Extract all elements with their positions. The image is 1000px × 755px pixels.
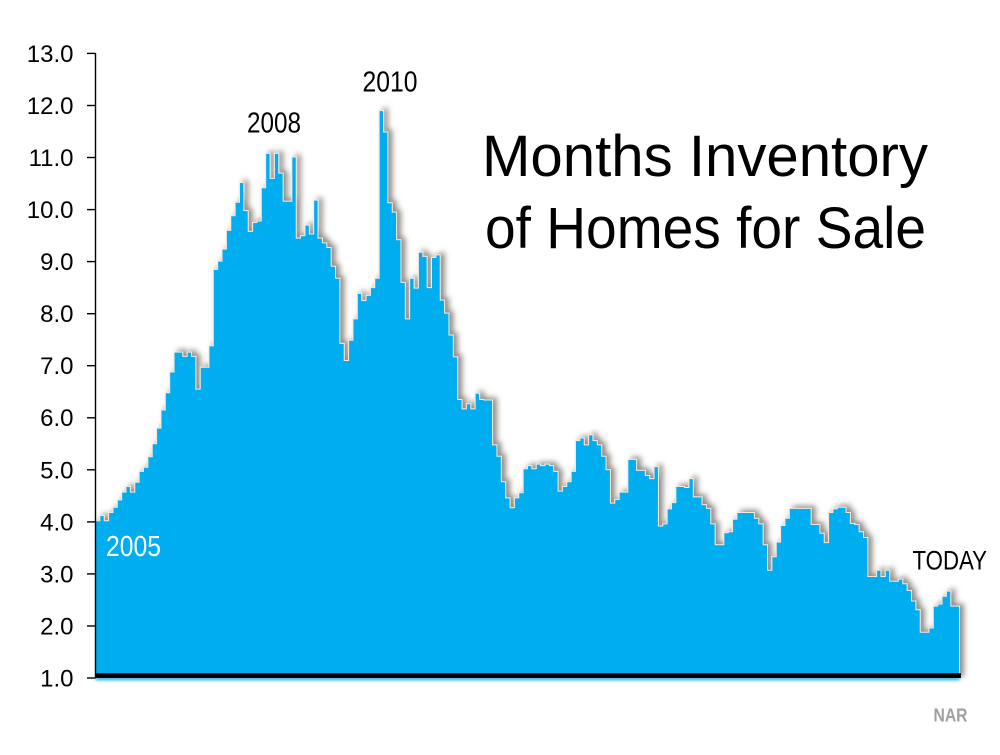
svg-text:of Homes for Sale: of Homes for Sale (485, 196, 926, 261)
svg-text:4.0: 4.0 (40, 509, 73, 536)
svg-text:9.0: 9.0 (40, 249, 73, 276)
svg-text:TODAY: TODAY (913, 546, 988, 576)
svg-text:7.0: 7.0 (40, 353, 73, 380)
svg-text:5.0: 5.0 (40, 457, 73, 484)
svg-text:3.0: 3.0 (40, 561, 73, 588)
svg-text:6.0: 6.0 (40, 405, 73, 432)
svg-text:12.0: 12.0 (27, 93, 74, 120)
svg-text:1.0: 1.0 (40, 666, 73, 693)
svg-text:2008: 2008 (247, 108, 301, 140)
svg-text:2010: 2010 (363, 67, 418, 99)
svg-text:2.0: 2.0 (40, 614, 73, 641)
svg-text:10.0: 10.0 (27, 197, 74, 224)
svg-text:Months Inventory: Months Inventory (482, 124, 929, 189)
svg-text:11.0: 11.0 (29, 145, 74, 172)
svg-text:8.0: 8.0 (40, 301, 73, 328)
svg-text:2005: 2005 (106, 531, 161, 563)
svg-text:13.0: 13.0 (27, 41, 74, 68)
svg-text:NAR: NAR (934, 706, 968, 726)
